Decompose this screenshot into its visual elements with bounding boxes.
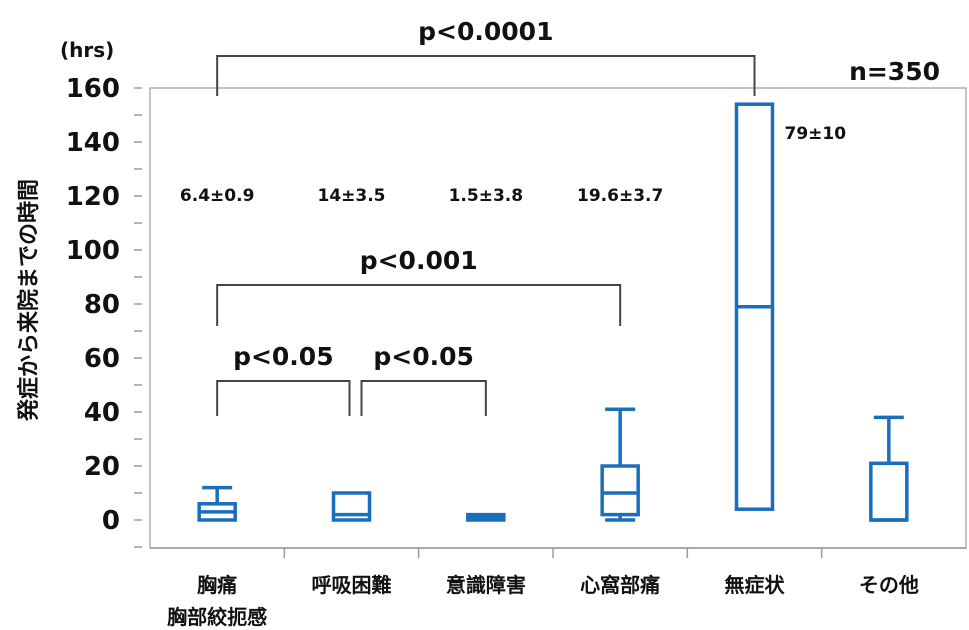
y-tick-label: 80 <box>84 290 120 320</box>
box-0 <box>197 485 237 522</box>
axes <box>149 87 967 549</box>
box-2 <box>466 512 506 522</box>
box-1 <box>331 491 372 522</box>
x-category-label: その他 <box>859 573 919 597</box>
boxes <box>197 102 909 522</box>
bracket-line <box>216 380 351 416</box>
box-rect <box>600 464 640 517</box>
box-3 <box>600 407 640 522</box>
bracket-line <box>360 380 487 416</box>
mean-annotation: 1.5±3.8 <box>449 186 523 206</box>
bracket-line <box>216 284 622 326</box>
annotations: 6.4±0.9 14±3.5 1.5±3.8 19.6±3.7 79±10 <box>180 124 846 206</box>
mean-annotation: 19.6±3.7 <box>577 186 663 206</box>
x-category-label: 無症状 <box>725 573 786 597</box>
x-category-label: 呼吸困難 <box>312 573 392 597</box>
significance-brackets: p<0.0001 p<0.001 p<0.05 p<0.05 <box>216 17 756 416</box>
mean-annotation: 79±10 <box>785 124 847 144</box>
bracket-3: p<0.05 <box>360 342 487 416</box>
y-unit-label: (hrs) <box>60 38 114 62</box>
x-category-label: 心窩部痛 <box>580 573 660 597</box>
y-tick-label: 60 <box>84 344 120 374</box>
mean-annotation: 14±3.5 <box>317 186 385 206</box>
p-value-label: p<0.001 <box>360 246 478 275</box>
y-tick-label: 0 <box>102 506 120 536</box>
p-value-label: p<0.0001 <box>418 17 553 46</box>
y-tick-label: 120 <box>66 182 120 212</box>
plot-frame <box>149 87 967 549</box>
box-5 <box>869 415 909 522</box>
x-category-label: 胸部絞扼感 <box>167 605 267 629</box>
box-rect <box>869 461 909 522</box>
y-ticks: 0 20 40 60 80 100 120 140 160 <box>66 74 142 548</box>
x-category-label: 意識障害 <box>446 573 526 597</box>
y-tick-label: 160 <box>66 74 120 104</box>
p-value-label: p<0.05 <box>233 342 334 371</box>
y-tick-label: 40 <box>84 398 120 428</box>
bracket-1: p<0.001 <box>216 246 622 326</box>
sample-size-label: n=350 <box>849 57 940 86</box>
box-4 <box>734 102 775 511</box>
y-axis-title: 発症から来院までの時間 <box>16 179 42 422</box>
bracket-2: p<0.05 <box>216 342 351 416</box>
mean-annotation: 6.4±0.9 <box>180 186 254 206</box>
y-tick-label: 140 <box>66 128 120 158</box>
bracket-0: p<0.0001 <box>216 17 756 96</box>
bracket-line <box>216 55 756 96</box>
x-category-label: 胸痛 <box>197 573 237 597</box>
y-tick-label: 100 <box>66 236 120 266</box>
y-tick-label: 20 <box>84 452 120 482</box>
p-value-label: p<0.05 <box>373 342 474 371</box>
